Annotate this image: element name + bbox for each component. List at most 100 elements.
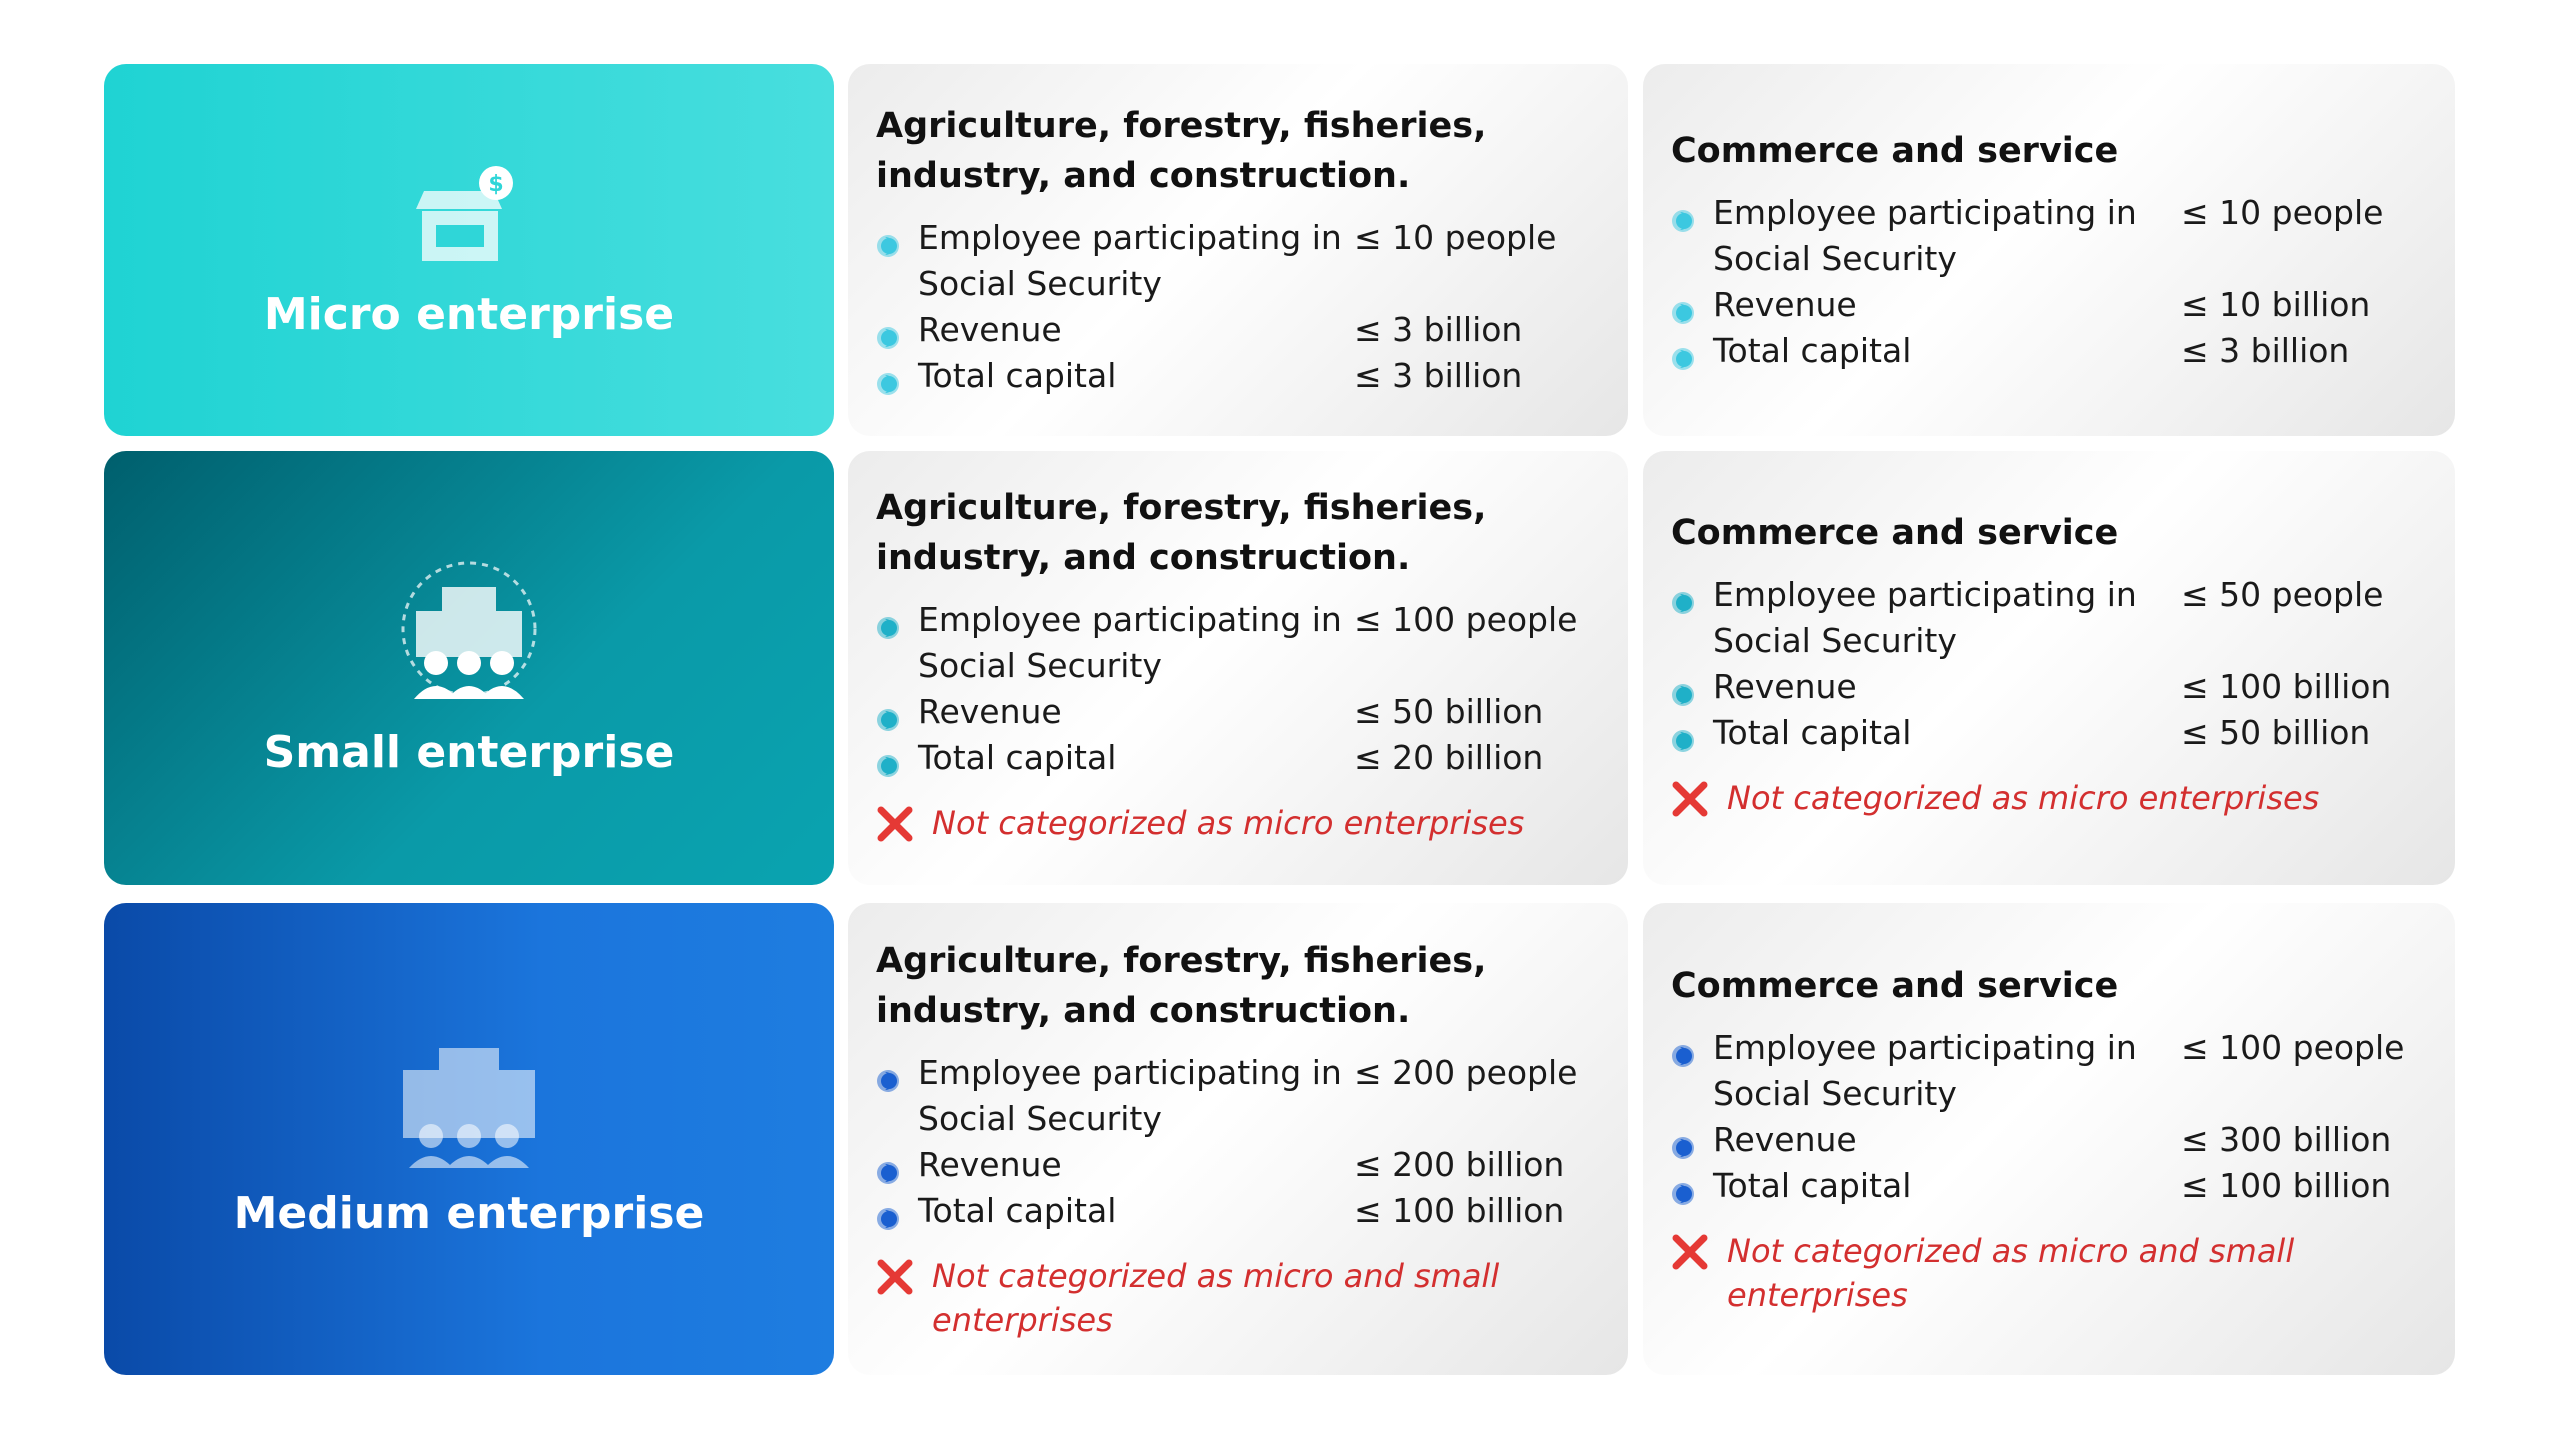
criterion-label: Total capital	[1713, 712, 1912, 752]
criterion-label: Total capital	[918, 1191, 1117, 1230]
criterion-label: Employee participating in Social Securit…	[1713, 574, 2137, 660]
criterion: Total capital ≤ 20 billion	[876, 735, 1600, 781]
bullet	[1671, 674, 1697, 706]
criterion-label: Total capital	[918, 356, 1117, 395]
criterion: Revenue ≤ 50 billion	[876, 689, 1600, 735]
criteria-panel: Agriculture, forestry, fisheries, indust…	[848, 64, 1628, 436]
criterion: Revenue ≤ 100 billion	[1671, 664, 2427, 710]
cross-icon	[1671, 1229, 1727, 1282]
criterion: Employee participating in Social Securit…	[876, 597, 1600, 689]
criterion: Employee participating in Social Securit…	[876, 215, 1600, 307]
exclusion-note: Not categorized as micro enterprises	[1671, 776, 2427, 829]
criterion-label: Employee participating in Social Securit…	[1713, 193, 2137, 278]
bullet	[1671, 1035, 1697, 1067]
enterprise-card: $ Micro enterprise	[104, 64, 834, 436]
criterion-label: Total capital	[1713, 331, 1912, 370]
criterion-label: Revenue	[1713, 285, 1857, 324]
criterion: Revenue ≤ 300 billion	[1671, 1117, 2427, 1163]
criterion-value: ≤ 100 people	[1354, 599, 1578, 639]
criterion-label: Revenue	[918, 1145, 1062, 1184]
bullet	[876, 745, 902, 777]
criterion: Total capital ≤ 100 billion	[1671, 1163, 2427, 1209]
panel-title: Commerce and service	[1671, 512, 2119, 553]
bullet	[1671, 582, 1697, 614]
criterion-label: Revenue	[918, 691, 1062, 731]
criterion-label: Employee participating in Social Securit…	[918, 599, 1342, 685]
criterion: Employee participating in Social Securit…	[876, 1050, 1600, 1142]
bullet	[1671, 720, 1697, 752]
note-text: Not categorized as micro enterprises	[1727, 778, 2320, 817]
note-text: Not categorized as micro and small enter…	[1727, 1232, 2295, 1314]
criterion-label: Employee participating in Social Securit…	[918, 1053, 1342, 1138]
exclusion-note: Not categorized as micro and small enter…	[1671, 1229, 2427, 1317]
criterion: Total capital ≤ 100 billion	[876, 1188, 1600, 1234]
criterion-label: Employee participating in Social Securit…	[1713, 1028, 2137, 1113]
criterion-label: Revenue	[1713, 1120, 1857, 1159]
cross-icon	[1671, 776, 1727, 829]
panel-title: Agriculture, forestry, fisheries, indust…	[876, 941, 1487, 1031]
cross-icon	[876, 801, 932, 854]
criterion-value: ≤ 100 people	[2181, 1028, 2405, 1067]
criterion-value: ≤ 3 billion	[2181, 331, 2350, 370]
criterion-label: Employee participating in Social Securit…	[918, 218, 1342, 303]
criterion-value: ≤ 20 billion	[1354, 737, 1544, 777]
cross-icon	[876, 1254, 932, 1307]
criterion: Revenue ≤ 10 billion	[1671, 282, 2427, 328]
criterion-label: Revenue	[1713, 666, 1857, 706]
bullet	[876, 699, 902, 731]
panel-title: Commerce and service	[1671, 131, 2119, 171]
criteria-panel: Agriculture, forestry, fisheries, indust…	[848, 903, 1628, 1375]
panel-title: Agriculture, forestry, fisheries, indust…	[876, 106, 1487, 196]
criterion-value: ≤ 300 billion	[2181, 1120, 2392, 1159]
criteria-panel: Commerce and service Employee participati…	[1643, 64, 2455, 436]
bullet	[876, 1152, 902, 1184]
criterion: Employee participating in Social Securit…	[1671, 1025, 2427, 1117]
criterion: Total capital ≤ 3 billion	[1671, 328, 2427, 374]
bullet	[1671, 1173, 1697, 1205]
bullet	[1671, 292, 1697, 324]
criterion-value: ≤ 50 people	[2181, 574, 2384, 614]
bullet	[876, 317, 902, 349]
enterprise-icon	[389, 1040, 549, 1174]
criterion-value: ≤ 100 billion	[2181, 1166, 2392, 1205]
enterprise-label: Micro enterprise	[263, 288, 675, 340]
enterprise-label: Small enterprise	[263, 726, 675, 778]
criterion: Employee participating in Social Securit…	[1671, 572, 2427, 664]
enterprise-card: Small enterprise	[104, 451, 834, 885]
svg-text:$: $	[488, 172, 503, 197]
criterion: Revenue ≤ 200 billion	[876, 1142, 1600, 1188]
exclusion-note: Not categorized as micro and small enter…	[876, 1254, 1600, 1342]
criteria-panel: Commerce and service Employee participati…	[1643, 451, 2455, 885]
criterion-value: ≤ 3 billion	[1354, 356, 1523, 395]
criteria-panel: Commerce and service Employee participati…	[1643, 903, 2455, 1375]
criterion: Employee participating in Social Securit…	[1671, 190, 2427, 282]
criterion-label: Total capital	[1713, 1166, 1912, 1205]
criterion-value: ≤ 10 billion	[2181, 285, 2371, 324]
bullet	[1671, 200, 1697, 232]
panel-title: Agriculture, forestry, fisheries, indust…	[876, 487, 1487, 578]
criterion-label: Total capital	[918, 737, 1117, 777]
criterion-value: ≤ 200 people	[1354, 1053, 1578, 1092]
criterion: Total capital ≤ 50 billion	[1671, 710, 2427, 756]
criterion-value: ≤ 50 billion	[1354, 691, 1544, 731]
bullet	[1671, 1127, 1697, 1159]
criterion-value: ≤ 10 people	[1354, 218, 1557, 257]
bullet	[876, 1198, 902, 1230]
criterion-value: ≤ 100 billion	[2181, 666, 2392, 706]
enterprise-card: Medium enterprise	[104, 903, 834, 1375]
criterion: Total capital ≤ 3 billion	[876, 353, 1600, 399]
enterprise-icon: $	[414, 161, 524, 275]
bullet	[876, 363, 902, 395]
criterion-value: ≤ 3 billion	[1354, 310, 1523, 349]
enterprise-icon	[394, 559, 544, 713]
criteria-panel: Agriculture, forestry, fisheries, indust…	[848, 451, 1628, 885]
note-text: Not categorized as micro enterprises	[932, 803, 1525, 842]
criterion-value: ≤ 50 billion	[2181, 712, 2371, 752]
panel-title: Commerce and service	[1671, 966, 2119, 1006]
criterion-value: ≤ 10 people	[2181, 193, 2384, 232]
criterion-value: ≤ 100 billion	[1354, 1191, 1565, 1230]
criterion: Revenue ≤ 3 billion	[876, 307, 1600, 353]
criterion-value: ≤ 200 billion	[1354, 1145, 1565, 1184]
